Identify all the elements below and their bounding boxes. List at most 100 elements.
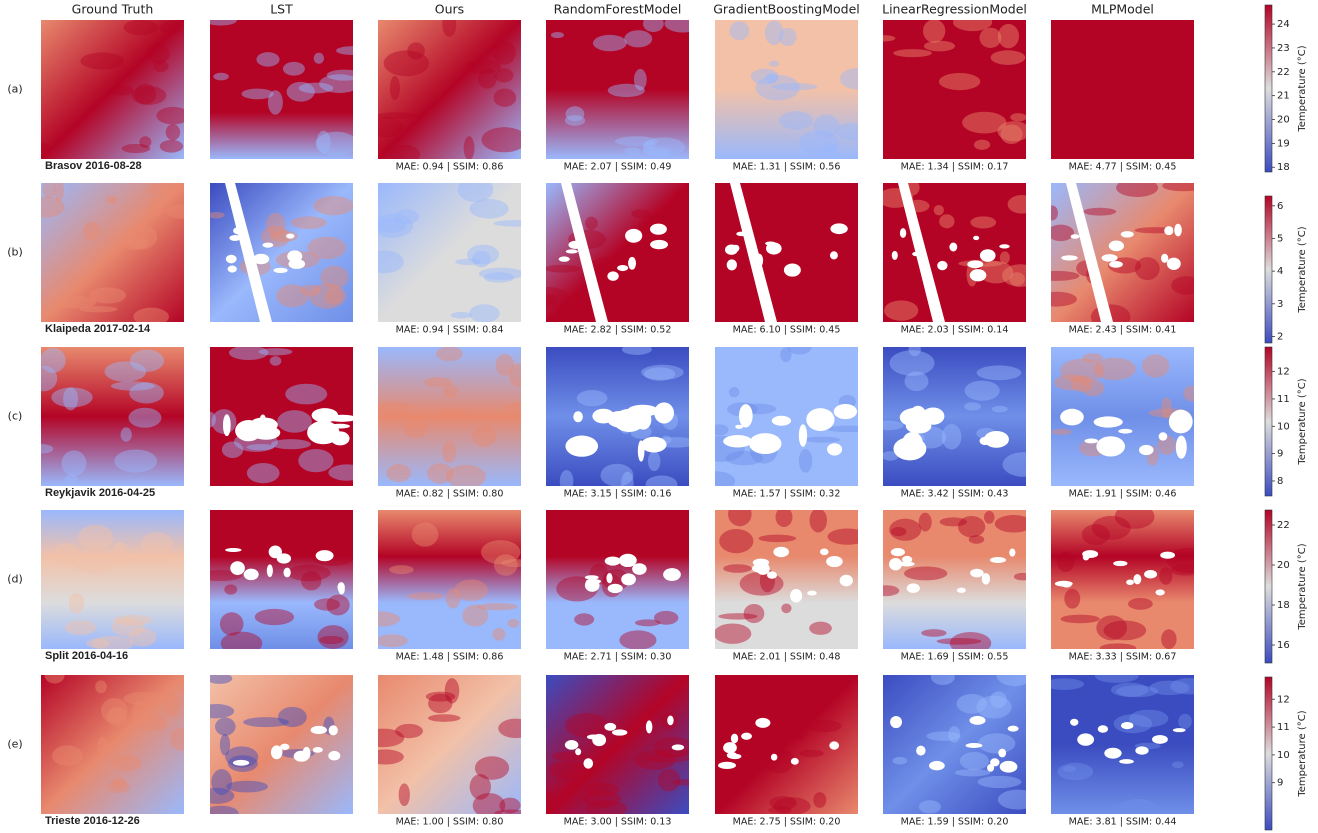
- colorbar-tick-label: 19: [1277, 138, 1290, 149]
- map-texture: [1054, 374, 1088, 391]
- map-texture: [585, 527, 630, 543]
- map-background: [883, 675, 1026, 814]
- map-gap: [749, 433, 782, 455]
- map-texture: [97, 736, 109, 754]
- colorbar-tick-label: 5: [1277, 233, 1283, 244]
- map-texture: [1167, 547, 1194, 574]
- metric-caption: MAE: 2.07 | SSIM: 0.49: [564, 162, 672, 173]
- map-image: [883, 347, 1026, 486]
- map-texture: [769, 796, 797, 810]
- map-texture: [769, 60, 780, 67]
- map-texture: [378, 250, 404, 274]
- map-gap: [612, 729, 628, 736]
- map-image: [546, 20, 689, 159]
- map-texture: [121, 143, 151, 154]
- metric-caption: MAE: 3.81 | SSIM: 0.44: [1069, 817, 1177, 828]
- map-texture: [1111, 682, 1149, 697]
- map-gap: [1160, 551, 1175, 559]
- map-texture: [170, 727, 184, 751]
- map-texture: [300, 571, 322, 591]
- map-texture: [755, 74, 800, 101]
- map-texture: [968, 535, 985, 544]
- map-texture: [317, 625, 349, 649]
- map-gap: [906, 583, 920, 594]
- map-gap: [723, 435, 753, 448]
- map-texture: [378, 116, 404, 138]
- map-gap: [312, 746, 323, 753]
- map-gap: [229, 235, 241, 242]
- map-texture: [1094, 675, 1139, 683]
- map-gap: [999, 760, 1018, 773]
- map-image: [41, 20, 184, 159]
- map-texture: [598, 510, 631, 523]
- map-texture: [933, 204, 944, 216]
- colorbar-tick-label: 20: [1277, 560, 1290, 571]
- map-texture: [483, 272, 515, 283]
- map-gap: [243, 568, 259, 581]
- map-texture: [313, 196, 353, 216]
- map-background: [41, 510, 184, 649]
- map-texture: [411, 522, 439, 547]
- map-texture: [314, 598, 341, 611]
- map-texture: [113, 614, 152, 626]
- map-texture: [765, 72, 778, 84]
- map-gap: [970, 568, 984, 578]
- map-gap: [790, 757, 799, 765]
- map-gap: [741, 732, 752, 740]
- map-texture: [824, 264, 858, 288]
- map-texture: [582, 790, 621, 808]
- map-texture: [1051, 270, 1080, 281]
- map-texture: [926, 731, 961, 741]
- map-texture: [266, 212, 286, 237]
- map-texture: [1051, 96, 1067, 115]
- map-texture: [166, 204, 184, 219]
- map-gap: [326, 414, 353, 422]
- map-texture: [111, 553, 146, 564]
- map-gap: [893, 437, 927, 461]
- map-gap: [1152, 734, 1168, 744]
- colorbar: [1264, 676, 1273, 831]
- map-texture: [424, 377, 452, 388]
- map-texture: [1051, 678, 1085, 690]
- map-gap: [225, 547, 242, 553]
- metric-caption: MAE: 4.77 | SSIM: 0.45: [1069, 162, 1177, 173]
- column-title: GradientBoostingModel: [713, 2, 860, 17]
- map-gap: [621, 573, 636, 586]
- map-texture: [1010, 113, 1026, 122]
- map-texture: [213, 72, 229, 81]
- map-texture: [111, 777, 126, 788]
- map-gap: [1164, 226, 1174, 236]
- map-background: [546, 20, 689, 159]
- colorbar: [1264, 4, 1273, 173]
- map-texture: [602, 524, 642, 550]
- column-title: MLPModel: [1091, 2, 1154, 17]
- map-gap: [654, 402, 674, 424]
- map-texture: [316, 130, 331, 154]
- metric-caption: MAE: 1.91 | SSIM: 0.46: [1069, 489, 1177, 500]
- map-texture: [507, 618, 520, 628]
- map-gap: [606, 572, 613, 584]
- map-texture: [79, 306, 118, 313]
- map-texture: [753, 678, 779, 705]
- map-texture: [1099, 643, 1137, 649]
- map-background: [378, 510, 521, 649]
- map-texture: [91, 635, 134, 649]
- map-texture: [918, 800, 941, 814]
- map-texture: [270, 439, 311, 450]
- map-texture: [551, 551, 572, 558]
- map-texture: [576, 390, 608, 407]
- map-gap: [586, 734, 601, 740]
- map-texture: [457, 183, 494, 203]
- map-texture: [970, 216, 997, 229]
- map-texture: [883, 35, 896, 42]
- map-gap: [973, 235, 980, 241]
- map-texture: [781, 603, 792, 614]
- map-texture: [137, 716, 168, 731]
- map-gap: [956, 587, 966, 593]
- map-texture: [326, 69, 353, 81]
- map-texture: [835, 122, 858, 141]
- location-caption: Split 2016-04-16: [45, 650, 128, 662]
- map-texture: [585, 216, 598, 230]
- map-texture: [939, 214, 955, 229]
- map-texture: [642, 20, 664, 33]
